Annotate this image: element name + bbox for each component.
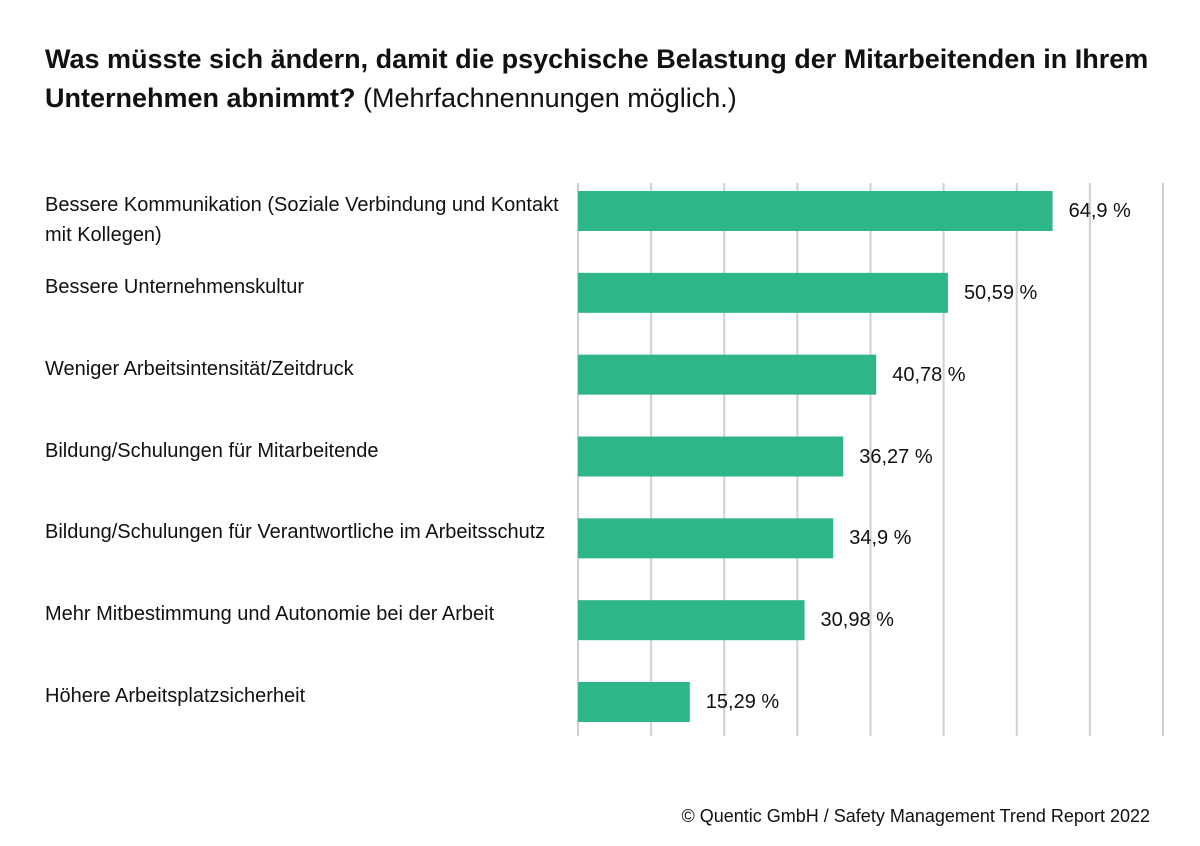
category-label: Weniger Arbeitsintensität/Zeitdruck xyxy=(45,357,354,380)
bar xyxy=(578,191,1053,231)
chart-subtitle: (Mehrfachnennungen möglich.) xyxy=(363,83,737,113)
bar xyxy=(578,272,948,313)
bar xyxy=(578,436,844,477)
category-label: Bessere Kommunikation (Soziale Verbindun… xyxy=(45,194,559,246)
value-label: 40,78 % xyxy=(892,363,966,386)
value-label: 34,9 % xyxy=(849,527,912,550)
value-label: 50,59 % xyxy=(963,281,1038,304)
category-label: Bessere Unternehmenskultur xyxy=(45,275,305,298)
category-label: Höhere Arbeitsplatzsicherheit xyxy=(45,685,306,707)
bar xyxy=(578,682,690,722)
category-label: Bildung/Schulungen für Verantwortliche i… xyxy=(45,521,546,544)
source: © Quentic GmbH / Safety Management Trend… xyxy=(681,806,1150,826)
bar xyxy=(578,354,877,395)
value-label: 30,98 % xyxy=(820,609,894,632)
chart-title: Was müsste sich ändern, damit die psychi… xyxy=(45,44,1149,113)
category-label: Bildung/Schulungen für Mitarbeitende xyxy=(45,439,379,462)
bar xyxy=(578,518,834,559)
chart-title-block: Was müsste sich ändern, damit die psychi… xyxy=(45,40,1155,118)
value-label: 64,9 % xyxy=(1068,200,1131,222)
category-label: Mehr Mitbestimmung und Autonomie bei der… xyxy=(45,603,495,626)
value-label: 15,29 % xyxy=(705,691,780,713)
value-label: 36,27 % xyxy=(859,445,933,468)
bar xyxy=(578,600,805,641)
